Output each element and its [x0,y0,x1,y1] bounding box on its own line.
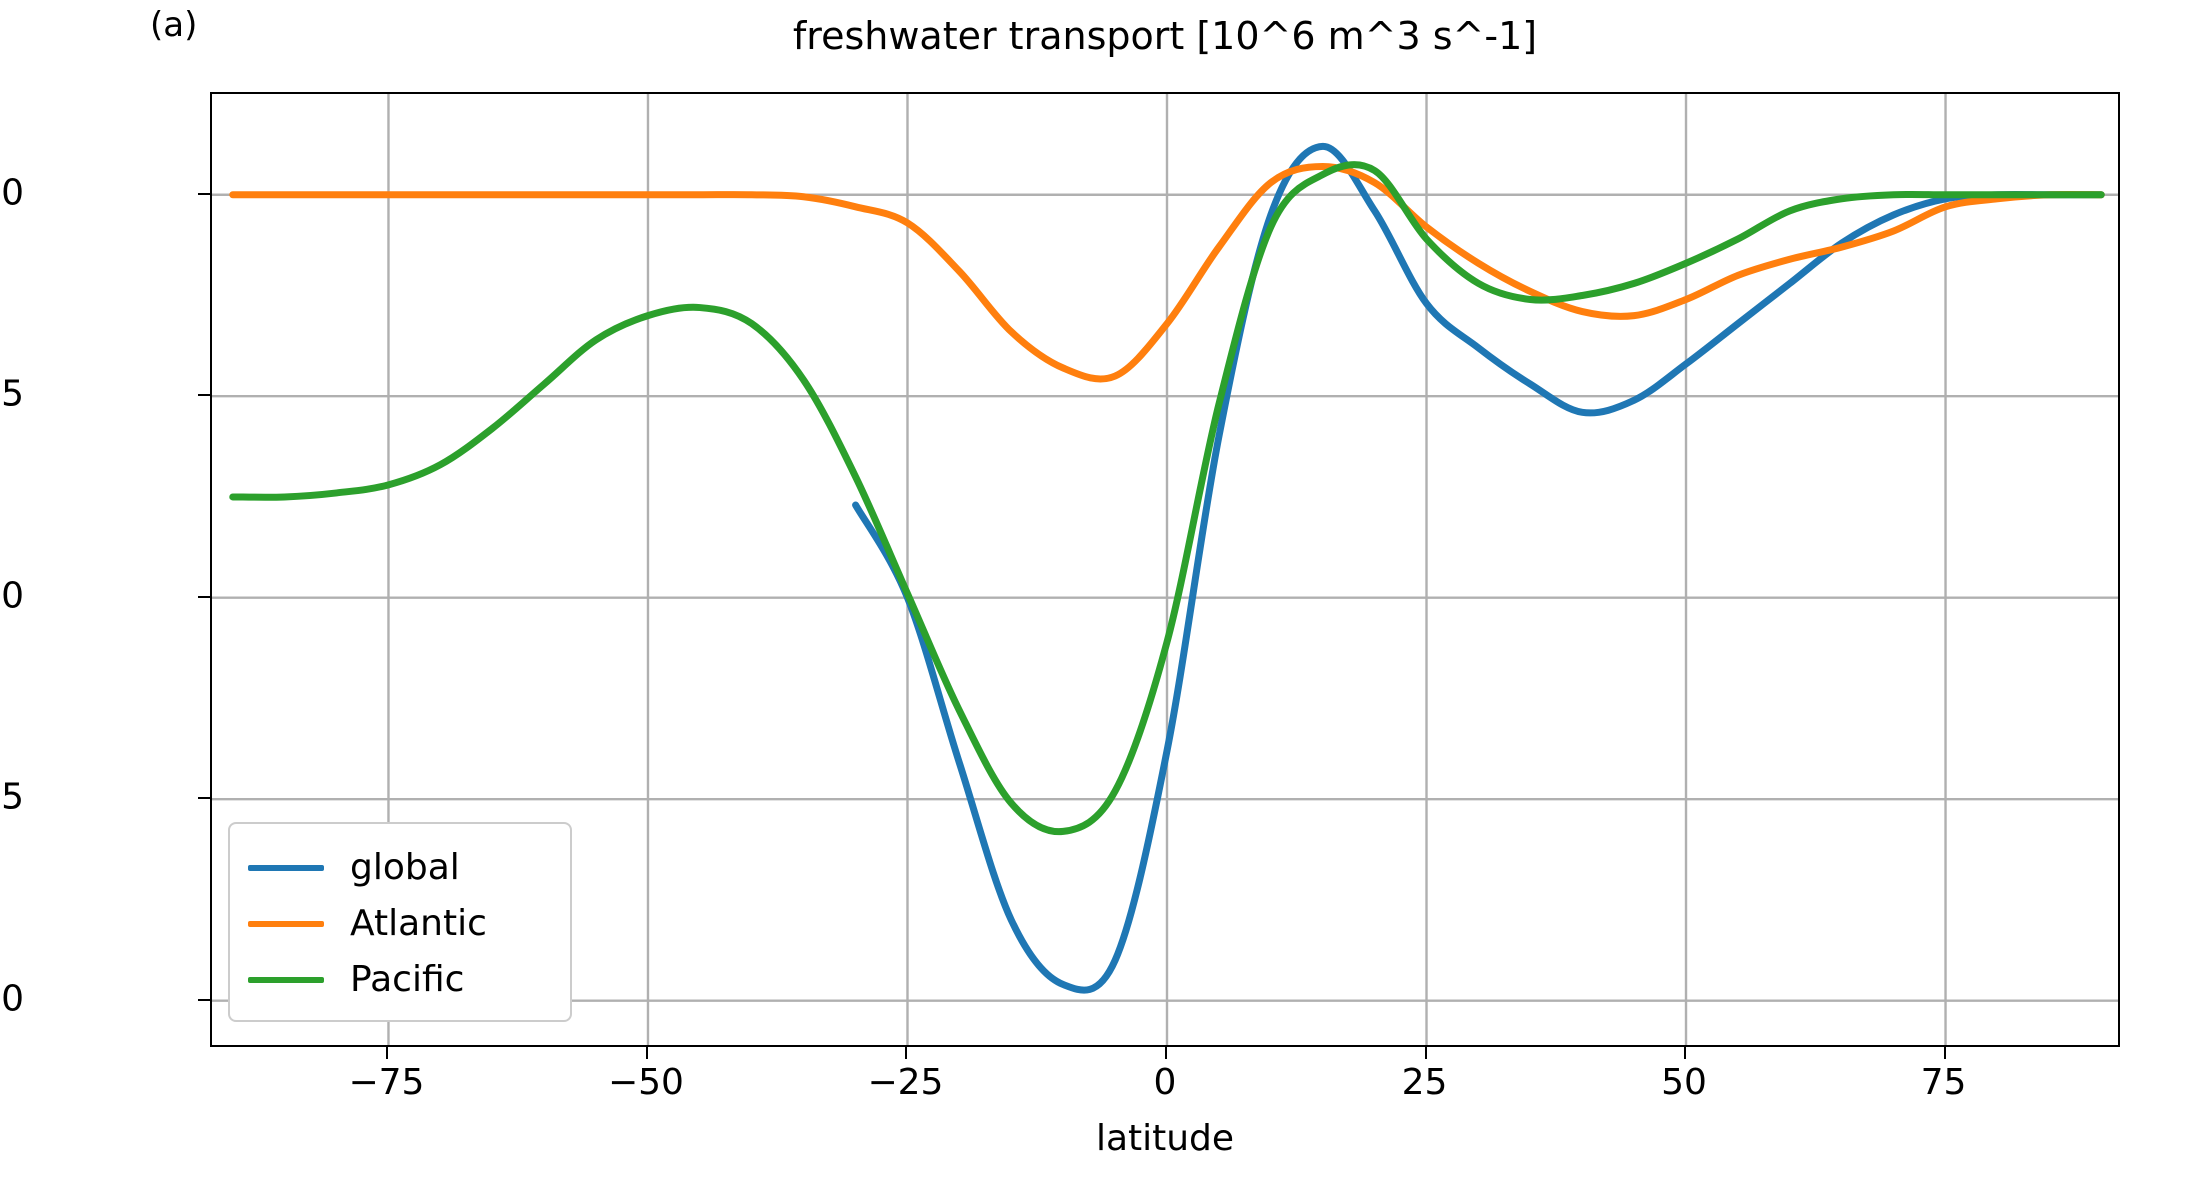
series-lines [229,142,2105,994]
y-tick-label: −2.0 [0,978,24,1020]
legend-swatch-atlantic [248,921,324,927]
legend-label-pacific: Pacific [350,959,465,1000]
y-tick-mark [198,192,210,195]
x-tick-label: 0 [1153,1062,1177,1103]
chart-title: freshwater transport [10^6 m^3 s^-1] [792,14,1538,58]
x-tick-label: 25 [1401,1062,1448,1103]
legend-item-atlantic[interactable]: Atlantic [248,896,552,952]
x-tick-mark [386,1047,389,1059]
x-tick-label: 50 [1661,1062,1707,1103]
y-tick-label: −1.0 [0,575,24,617]
x-tick-mark [1943,1047,1946,1059]
x-axis-label: latitude [1095,1118,1235,1159]
legend-item-pacific[interactable]: Pacific [248,952,552,1008]
x-tick-label: −50 [607,1062,684,1103]
x-tick-mark [645,1047,648,1059]
x-tick-mark [905,1047,908,1059]
y-tick-mark [198,595,210,598]
series-line-global [852,142,2105,994]
y-tick-label: −1.5 [0,776,24,818]
x-tick-label: −75 [348,1062,425,1103]
x-tick-label: −25 [867,1062,944,1103]
series-line-atlantic [229,163,2105,383]
y-tick-mark [198,394,210,397]
x-tick-label: 75 [1920,1062,1967,1103]
x-tick-mark [1684,1047,1687,1059]
legend-swatch-global [248,865,324,871]
legend-label-atlantic: Atlantic [350,903,487,944]
legend-label-global: global [350,847,460,888]
panel-label: (a) [150,5,198,45]
x-tick-mark [1165,1047,1167,1059]
legend-item-global[interactable]: global [248,840,552,896]
legend-swatch-pacific [248,977,324,983]
y-tick-mark [198,797,210,800]
y-tick-mark [198,998,210,1001]
x-tick-mark [1424,1047,1427,1059]
y-tick-label: 0.0 [0,172,24,214]
series-line-pacific [229,161,2105,836]
y-tick-label: −0.5 [0,373,24,415]
legend[interactable]: global Atlantic Pacific [228,822,572,1022]
